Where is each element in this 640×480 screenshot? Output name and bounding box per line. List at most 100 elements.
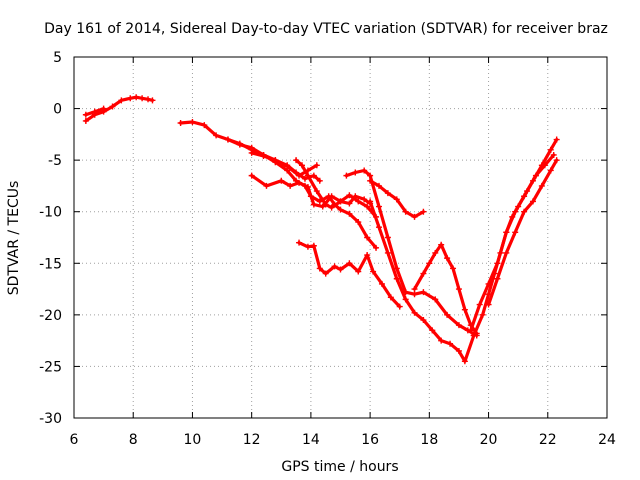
y-tick-label: -30 — [39, 411, 62, 427]
data-point — [310, 242, 317, 249]
data-point — [343, 172, 350, 179]
data-point — [296, 179, 303, 186]
data-point — [313, 162, 320, 169]
data-point — [355, 219, 362, 226]
data-point — [455, 286, 462, 293]
data-point — [82, 117, 89, 124]
data-point — [355, 268, 362, 275]
data-point — [367, 177, 374, 184]
data-point — [429, 327, 436, 334]
data-point — [393, 275, 400, 282]
data-point — [494, 275, 501, 282]
data-point — [82, 111, 89, 118]
data-point — [402, 296, 409, 303]
data-point — [201, 122, 208, 129]
data-point — [444, 311, 451, 318]
data-point — [346, 200, 353, 207]
data-point — [299, 162, 306, 169]
series-arc-10 — [367, 177, 427, 220]
data-point — [455, 322, 462, 329]
data-point — [361, 167, 368, 174]
data-point — [100, 105, 107, 112]
data-point — [553, 157, 560, 164]
x-tick-label: 22 — [539, 432, 557, 448]
data-point — [467, 327, 474, 334]
data-point — [361, 196, 368, 203]
data-point — [260, 153, 267, 160]
data-point — [133, 94, 140, 101]
data-point — [331, 263, 338, 270]
data-point — [189, 118, 196, 125]
data-point — [384, 234, 391, 241]
y-tick-label: -15 — [39, 256, 62, 272]
x-tick-label: 20 — [480, 432, 498, 448]
axis-ticks: 6 8 10 12 14 16 18 20 22 24 5 0 -5 -10 -15 -20 -25 -30 — [39, 50, 616, 448]
data-point — [375, 203, 382, 210]
data-point — [296, 172, 303, 179]
data-point — [438, 337, 445, 344]
data-point — [432, 249, 439, 256]
data-point — [346, 210, 353, 217]
data-point — [455, 347, 462, 354]
data-point — [139, 95, 146, 102]
data-point — [538, 182, 545, 189]
data-point — [352, 169, 359, 176]
data-point — [313, 188, 320, 195]
data-point — [373, 244, 380, 251]
data-point — [236, 140, 243, 147]
data-point — [304, 172, 311, 179]
data-point — [118, 97, 125, 104]
data-point — [322, 201, 329, 208]
y-tick-label: -5 — [48, 153, 62, 169]
data-point — [450, 265, 457, 272]
plot-frame — [73, 56, 608, 419]
data-point — [337, 266, 344, 273]
data-point — [316, 177, 323, 184]
data-point — [213, 132, 220, 139]
data-point — [438, 241, 445, 248]
data-point — [263, 182, 270, 189]
data-point — [248, 172, 255, 179]
data-point — [402, 208, 409, 215]
data-point — [375, 182, 382, 189]
data-point — [293, 157, 300, 164]
series-arc-2 — [82, 105, 107, 118]
data-point — [426, 260, 433, 267]
data-point — [296, 239, 303, 246]
data-point — [337, 198, 344, 205]
data-point — [538, 162, 545, 169]
data-point — [411, 213, 418, 220]
data-point — [553, 136, 560, 143]
data-point — [396, 303, 403, 310]
data-point — [521, 208, 528, 215]
data-point — [461, 358, 468, 365]
data-point — [328, 204, 335, 211]
series-arc-12 — [411, 241, 480, 337]
data-point — [461, 306, 468, 313]
data-point — [328, 193, 335, 200]
y-tick-label: 0 — [53, 102, 62, 118]
data-point — [364, 203, 371, 210]
series-arc-1 — [82, 94, 156, 124]
data-point — [503, 249, 510, 256]
data-point — [346, 192, 353, 199]
data-point — [370, 268, 377, 275]
data-point — [91, 108, 98, 115]
data-point — [304, 243, 311, 250]
data-point — [485, 280, 492, 287]
series-line — [297, 241, 402, 309]
data-point — [272, 157, 279, 164]
data-point — [287, 182, 294, 189]
y-axis-label: SDTVAR / TECUs — [6, 181, 22, 296]
data-point — [352, 193, 359, 200]
x-axis-label: GPS time / hours — [281, 459, 398, 475]
data-point — [224, 136, 231, 143]
data-point — [512, 208, 519, 215]
y-tick-label: -10 — [39, 205, 62, 221]
data-point — [127, 95, 134, 102]
data-point — [550, 151, 557, 158]
data-point — [375, 224, 382, 231]
x-tick-label: 18 — [420, 432, 438, 448]
